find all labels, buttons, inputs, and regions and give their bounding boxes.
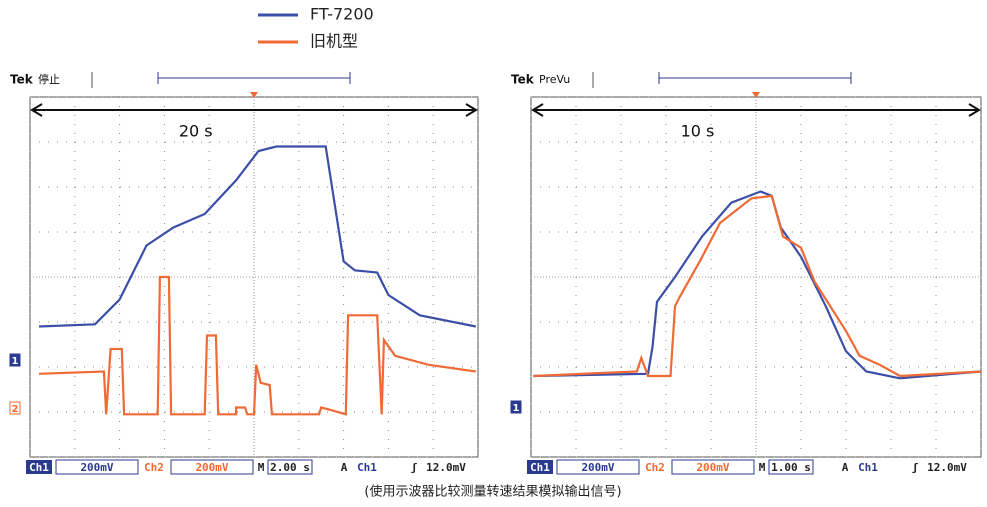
status-label: 12.0mV	[927, 461, 967, 474]
status-label: 2.00 s	[270, 461, 310, 474]
legend-label: FT-7200	[310, 5, 374, 24]
channel-marker-label: 1	[12, 356, 19, 367]
annotation: 10 s	[681, 122, 715, 141]
status-label: 12.0mV	[426, 461, 466, 474]
status-label: ʃ	[912, 461, 919, 474]
header-brand: Tek	[10, 73, 34, 87]
status-label: A	[341, 461, 348, 474]
status-label: Ch1	[858, 461, 878, 474]
status-label: Ch1	[357, 461, 377, 474]
annotation: 20 s	[179, 122, 213, 141]
channel-marker-label: 1	[513, 403, 520, 414]
caption: (使用示波器比较测量转速结果模拟输出信号)	[364, 484, 621, 500]
status-label: 200mV	[80, 461, 113, 474]
status-label: M	[258, 461, 265, 474]
status-label: M	[759, 461, 766, 474]
status-label: Ch1	[530, 461, 550, 474]
status-label: 200mV	[581, 461, 614, 474]
screenshot: FT-7200 旧机型 (使用示波器比较测量转速结果模拟输出信号) Tek 停止 2…	[0, 0, 987, 507]
status-label: ʃ	[411, 461, 418, 474]
channel-marker-label: 2	[12, 404, 19, 415]
legend-label: 旧机型	[310, 32, 358, 51]
status-label: Ch1	[29, 461, 49, 474]
status-label: Ch2	[645, 461, 665, 474]
status-label: 200mV	[195, 461, 228, 474]
status-label: Ch2	[144, 461, 164, 474]
header-brand: Tek	[511, 73, 535, 87]
status-label: 1.00 s	[771, 461, 811, 474]
header-state: 停止	[38, 72, 60, 86]
header-state: PreVu	[539, 73, 570, 86]
status-label: 200mV	[696, 461, 729, 474]
status-label: A	[842, 461, 849, 474]
